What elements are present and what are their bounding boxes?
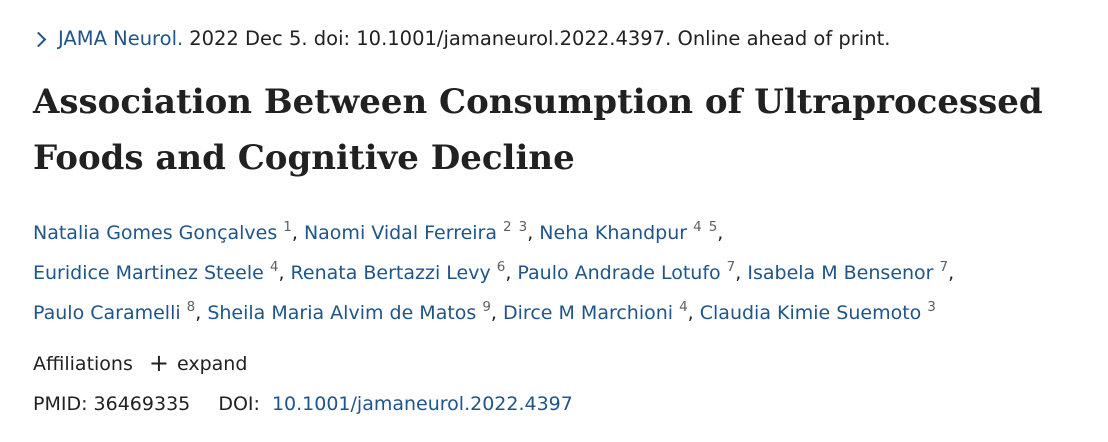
affiliations-toggle[interactable]: Affiliations + expand (33, 348, 1083, 380)
author-link[interactable]: Paulo Andrade Lotufo (517, 262, 721, 284)
citation-details: 2022 Dec 5. doi: 10.1001/jamaneurol.2022… (189, 27, 891, 50)
affiliation-ref[interactable]: 9 (482, 299, 491, 315)
author-list: Natalia Gomes Gonçalves 1, Naomi Vidal Fe… (33, 214, 1083, 334)
pmid-value: 36469335 (93, 393, 191, 415)
author-link[interactable]: Natalia Gomes Gonçalves (33, 222, 278, 244)
affiliation-ref[interactable]: 4 (269, 259, 279, 275)
affiliation-ref[interactable]: 5 (708, 219, 718, 235)
identifiers: PMID: 36469335 DOI: 10.1001/jamaneurol.2… (33, 388, 1083, 420)
expand-button[interactable]: expand (176, 353, 248, 375)
affiliation-ref[interactable]: 4 (679, 299, 688, 315)
affiliation-ref[interactable]: 4 (693, 219, 702, 235)
author-link[interactable]: Naomi Vidal Ferreira (303, 222, 498, 244)
author-link[interactable]: Isabela M Bensenor (747, 262, 934, 284)
journal-link[interactable]: JAMA Neurol. (58, 27, 184, 50)
doi-label: DOI: (218, 393, 260, 415)
affiliations-label: Affiliations (33, 353, 133, 375)
author-link[interactable]: Dirce M Marchioni (503, 302, 674, 324)
author-line-1: Natalia Gomes Gonçalves 1, Naomi Vidal Fe… (33, 219, 724, 244)
affiliation-ref[interactable]: 3 (927, 299, 936, 315)
affiliation-ref[interactable]: 2 (503, 219, 512, 235)
pmid-label: PMID: (33, 393, 88, 415)
affiliation-ref[interactable]: 1 (283, 219, 292, 235)
affiliation-ref[interactable]: 6 (496, 259, 506, 275)
author-line-2: Euridice Martinez Steele 4, Renata Bertaz… (33, 259, 955, 284)
author-link[interactable]: Sheila Maria Alvim de Matos (207, 302, 477, 324)
author-line-3: Paulo Caramelli 8, Sheila Maria Alvim de … (33, 299, 936, 324)
author-link[interactable]: Renata Bertazzi Levy (290, 262, 491, 284)
author-link[interactable]: Euridice Martinez Steele (33, 262, 264, 284)
doi-link[interactable]: 10.1001/jamaneurol.2022.4397 (271, 393, 573, 415)
article-title: Association Between Consumption of Ultra… (33, 74, 1083, 186)
affiliation-ref[interactable]: 3 (518, 219, 528, 235)
author-link[interactable]: Claudia Kimie Suemoto (699, 302, 922, 324)
plus-icon[interactable]: + (148, 349, 169, 377)
article-header: JAMA Neurol. 2022 Dec 5. doi: 10.1001/ja… (30, 22, 1083, 420)
citation-line: JAMA Neurol. 2022 Dec 5. doi: 10.1001/ja… (30, 22, 1083, 56)
title-line-1: Association Between Consumption of Ultra… (33, 82, 1043, 122)
author-link[interactable]: Paulo Caramelli (33, 302, 181, 324)
affiliation-ref[interactable]: 7 (939, 259, 949, 275)
author-link[interactable]: Neha Khandpur (539, 222, 688, 244)
title-line-2: Foods and Cognitive Decline (33, 138, 575, 178)
affiliation-ref[interactable]: 7 (726, 259, 736, 275)
chevron-right-icon[interactable] (30, 31, 47, 47)
affiliation-ref[interactable]: 8 (186, 299, 196, 315)
